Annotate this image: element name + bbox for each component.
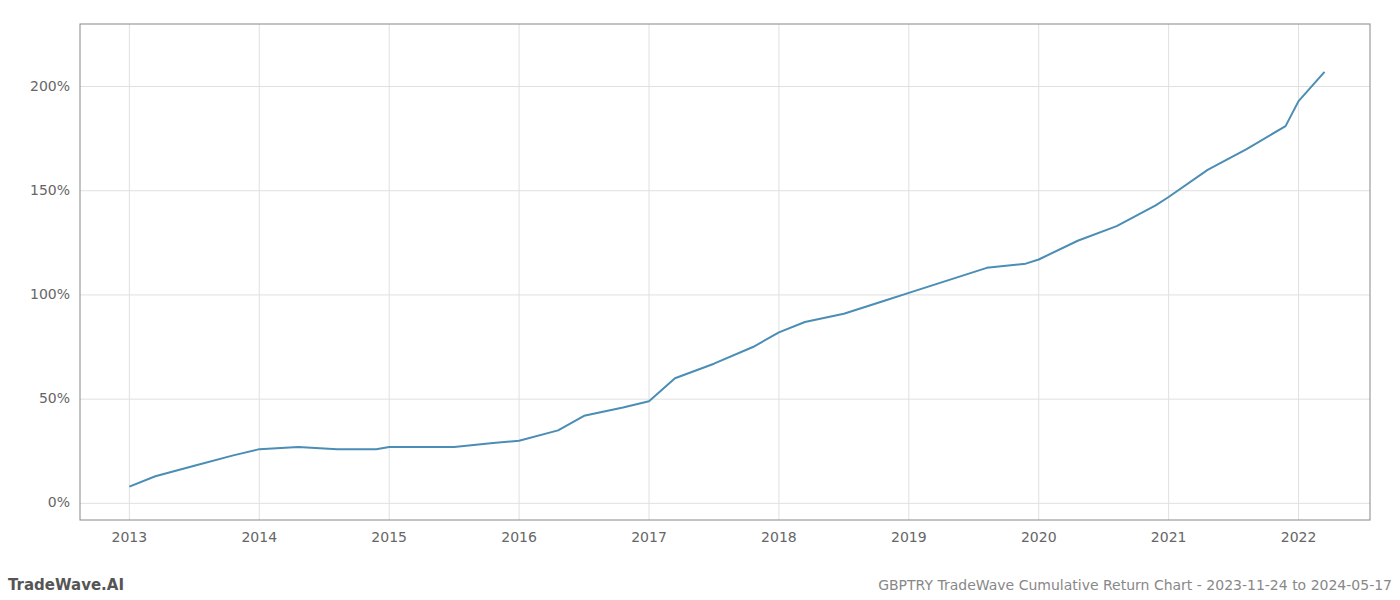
y-grid-line bbox=[80, 503, 1370, 504]
x-tick-label: 2015 bbox=[371, 529, 407, 545]
y-tick-label: 150% bbox=[30, 182, 70, 198]
series-group bbox=[129, 72, 1324, 487]
x-tick-label: 2022 bbox=[1281, 529, 1317, 545]
page: {"chart_data": { "type": "line", "x": [2… bbox=[0, 0, 1400, 600]
x-grid-line bbox=[778, 24, 779, 520]
line bbox=[129, 72, 1324, 487]
x-grid-line bbox=[389, 24, 390, 520]
y-tick-label: 200% bbox=[30, 78, 70, 94]
plot-frame bbox=[80, 24, 1370, 520]
y-tick-label: 100% bbox=[30, 286, 70, 302]
x-grid-line bbox=[129, 24, 130, 520]
grid bbox=[80, 24, 1370, 520]
x-grid-line bbox=[1038, 24, 1039, 520]
x-tick-label: 2018 bbox=[761, 529, 797, 545]
axes: 0% 50% 100% 150% 200% 2013 2014 2015 2016 2017 201… bbox=[30, 24, 1370, 545]
y-grid-line bbox=[80, 294, 1370, 295]
annotations: TradeWave.AI GBPTRY TradeWave Cumulative … bbox=[8, 576, 1392, 594]
x-tick-label: 2017 bbox=[631, 529, 667, 545]
y-tick-label: 50% bbox=[39, 390, 70, 406]
x-tick-label: 2014 bbox=[241, 529, 277, 545]
y-tick-label: 0% bbox=[48, 494, 70, 510]
x-tick-label: 2019 bbox=[891, 529, 927, 545]
x-grid-line bbox=[908, 24, 909, 520]
y-grid-line bbox=[80, 399, 1370, 400]
footer-left: TradeWave.AI bbox=[8, 576, 124, 594]
x-grid-line bbox=[259, 24, 260, 520]
x-tick-label: 2013 bbox=[112, 529, 148, 545]
chart: 0% 50% 100% 150% 200% 2013 2014 2015 2016 2017 201… bbox=[0, 0, 1400, 600]
footer-right: GBPTRY TradeWave Cumulative Return Chart… bbox=[878, 577, 1392, 593]
x-grid-line bbox=[1168, 24, 1169, 520]
x-grid-line bbox=[519, 24, 520, 520]
x-grid-line bbox=[649, 24, 650, 520]
y-grid-line bbox=[80, 86, 1370, 87]
x-grid-line bbox=[1298, 24, 1299, 520]
x-tick-label: 2016 bbox=[501, 529, 537, 545]
x-tick-label: 2021 bbox=[1151, 529, 1187, 545]
x-tick-label: 2020 bbox=[1021, 529, 1057, 545]
